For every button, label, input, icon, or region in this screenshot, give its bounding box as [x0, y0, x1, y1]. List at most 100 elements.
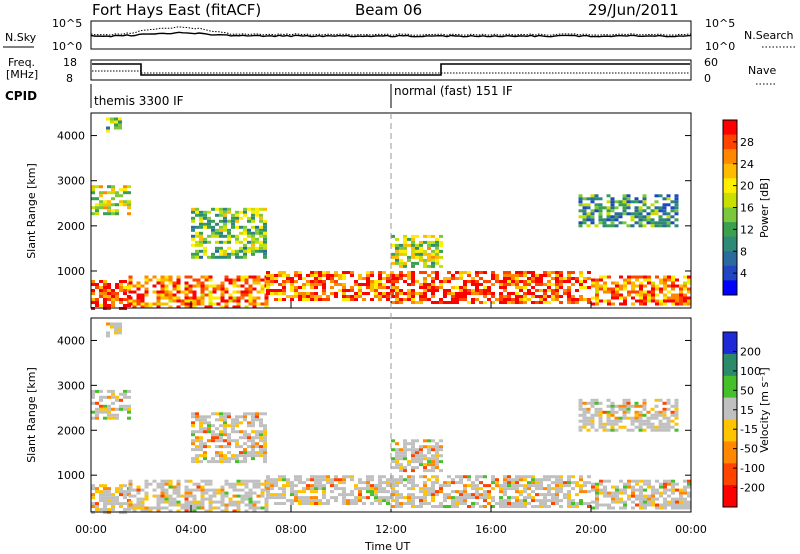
velocity-cell [286, 481, 290, 485]
velocity-cell [655, 503, 659, 507]
power-cell [251, 213, 255, 217]
velocity-cell [451, 496, 455, 500]
power-cell [595, 281, 599, 285]
power-cell [338, 274, 342, 277]
power-cell [635, 293, 639, 297]
velocity-cell [487, 502, 491, 505]
velocity-cell [443, 496, 447, 500]
power-cell [111, 292, 115, 295]
power-cell [256, 302, 261, 306]
power-cell [671, 287, 675, 291]
velocity-cell [647, 479, 651, 483]
velocity-cell [575, 484, 579, 488]
power-cell [243, 231, 247, 235]
power-cell [208, 278, 213, 282]
velocity-cell [180, 506, 185, 510]
velocity-cell [223, 439, 227, 443]
velocity-cell [118, 331, 122, 335]
velocity-cell [212, 500, 217, 504]
power-cell [176, 296, 181, 300]
power-cell [590, 218, 595, 222]
velocity-cell [639, 479, 643, 483]
power-cell [374, 292, 378, 295]
power-cell [302, 292, 306, 295]
power-cell [607, 302, 611, 306]
power-cell [192, 278, 197, 282]
power-cell [451, 298, 455, 301]
power-cell [595, 296, 599, 300]
velocity-cell [378, 481, 382, 485]
power-cell [302, 277, 306, 280]
power-cell [447, 271, 451, 274]
power-cbar-tick-label: 20 [740, 180, 754, 193]
power-cell [282, 283, 286, 286]
velocity-cell [586, 419, 591, 423]
velocity-cell [415, 484, 419, 488]
power-cell [475, 292, 479, 295]
velocity-cell [103, 499, 107, 503]
velocity-cell [630, 419, 635, 423]
power-cell [535, 289, 539, 292]
power-cell [411, 243, 415, 247]
velocity-cell [459, 475, 463, 479]
power-cell [479, 271, 483, 274]
velocity-cell [207, 439, 211, 443]
velocity-cell [215, 451, 219, 455]
velocity-cell [144, 494, 149, 498]
power-cell [195, 243, 199, 247]
power-cell [252, 287, 257, 291]
velocity-cell [231, 418, 235, 422]
velocity-cell [370, 484, 374, 488]
power-cell [114, 123, 118, 127]
velocity-cell [615, 497, 619, 501]
power-cell [239, 240, 243, 244]
velocity-cell [391, 448, 395, 452]
power-cell [286, 295, 290, 298]
velocity-cell [447, 505, 451, 508]
velocity-cell [598, 422, 603, 426]
power-cell [523, 280, 527, 283]
velocity-cell [318, 481, 322, 485]
power-cell [662, 224, 667, 228]
velocity-cell [687, 494, 691, 498]
power-cell [523, 286, 527, 289]
velocity-cell [362, 496, 366, 500]
velocity-cell [103, 410, 107, 414]
power-cell [399, 261, 403, 265]
power-cell [582, 203, 587, 207]
velocity-cell [435, 448, 439, 452]
velocity-cell [551, 481, 555, 485]
velocity-cell [378, 487, 382, 491]
power-cell [208, 299, 213, 303]
power-cell [211, 231, 215, 235]
power-cell [491, 277, 495, 280]
power-cell [419, 295, 423, 298]
power-cell [248, 302, 253, 306]
power-cell [531, 274, 535, 277]
velocity-cell [639, 506, 643, 510]
velocity-cell [342, 475, 346, 479]
velocity-cell [431, 457, 435, 461]
velocity-cell [683, 488, 687, 492]
nsearch-tick-high: 10^5 [705, 17, 735, 30]
power-cell [507, 295, 511, 298]
power-cell [651, 284, 655, 288]
velocity-cell [579, 499, 583, 503]
velocity-cell [366, 496, 370, 500]
velocity-cell [211, 436, 215, 440]
power-cell [666, 215, 671, 219]
power-cell [423, 271, 427, 274]
velocity-cell [403, 454, 407, 458]
velocity-cell [606, 428, 611, 432]
velocity-cell [547, 490, 551, 494]
power-cell [535, 280, 539, 283]
velocity-cell [160, 491, 165, 495]
power-cell [423, 292, 427, 295]
power-cell [579, 280, 583, 283]
power-cell [235, 219, 239, 223]
velocity-cell [310, 478, 314, 482]
power-cell [172, 296, 177, 300]
power-cell [571, 277, 575, 280]
power-cell [342, 286, 346, 289]
velocity-cell [590, 413, 595, 417]
